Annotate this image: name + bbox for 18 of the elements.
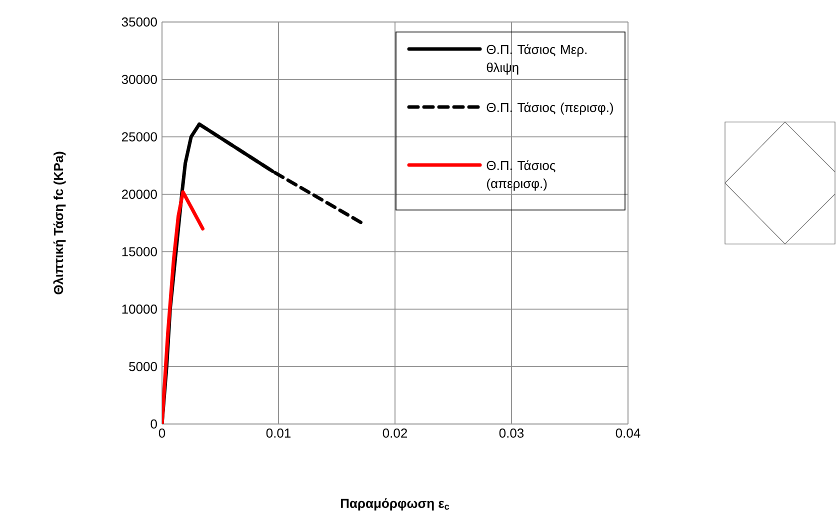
y-tick-label: 30000 [122,74,157,84]
x-tick-label: 0.03 [499,428,524,438]
x-tick-label: 0 [158,428,166,438]
x-tick-label: 0.02 [382,428,407,438]
x-tick-label: 0.04 [616,428,640,438]
x-tick-label: 0.01 [266,428,291,438]
y-tick-label: 35000 [122,17,157,27]
y-axis-title: Θλιπτική Τάση fc (KPa) [53,152,66,294]
text: Θ.Π. Τάσιος (απερισφ.) [486,160,556,191]
text: Θ.Π. Τάσιος (περισφ.) [486,102,613,115]
y-tick-label: 15000 [122,247,157,256]
y-tick-label: 0 [150,419,157,429]
y-tick-label: 25000 [122,132,157,142]
x-axis-title: Παραμόρφωση ε$_{c}$ [340,498,450,511]
text: Θ.Π. Τάσιος Μερ. θλιψη [486,44,586,75]
y-tick-label: 5000 [129,362,157,372]
y-tick-label: 10000 [122,304,157,314]
y-tick-label: 20000 [122,190,157,199]
